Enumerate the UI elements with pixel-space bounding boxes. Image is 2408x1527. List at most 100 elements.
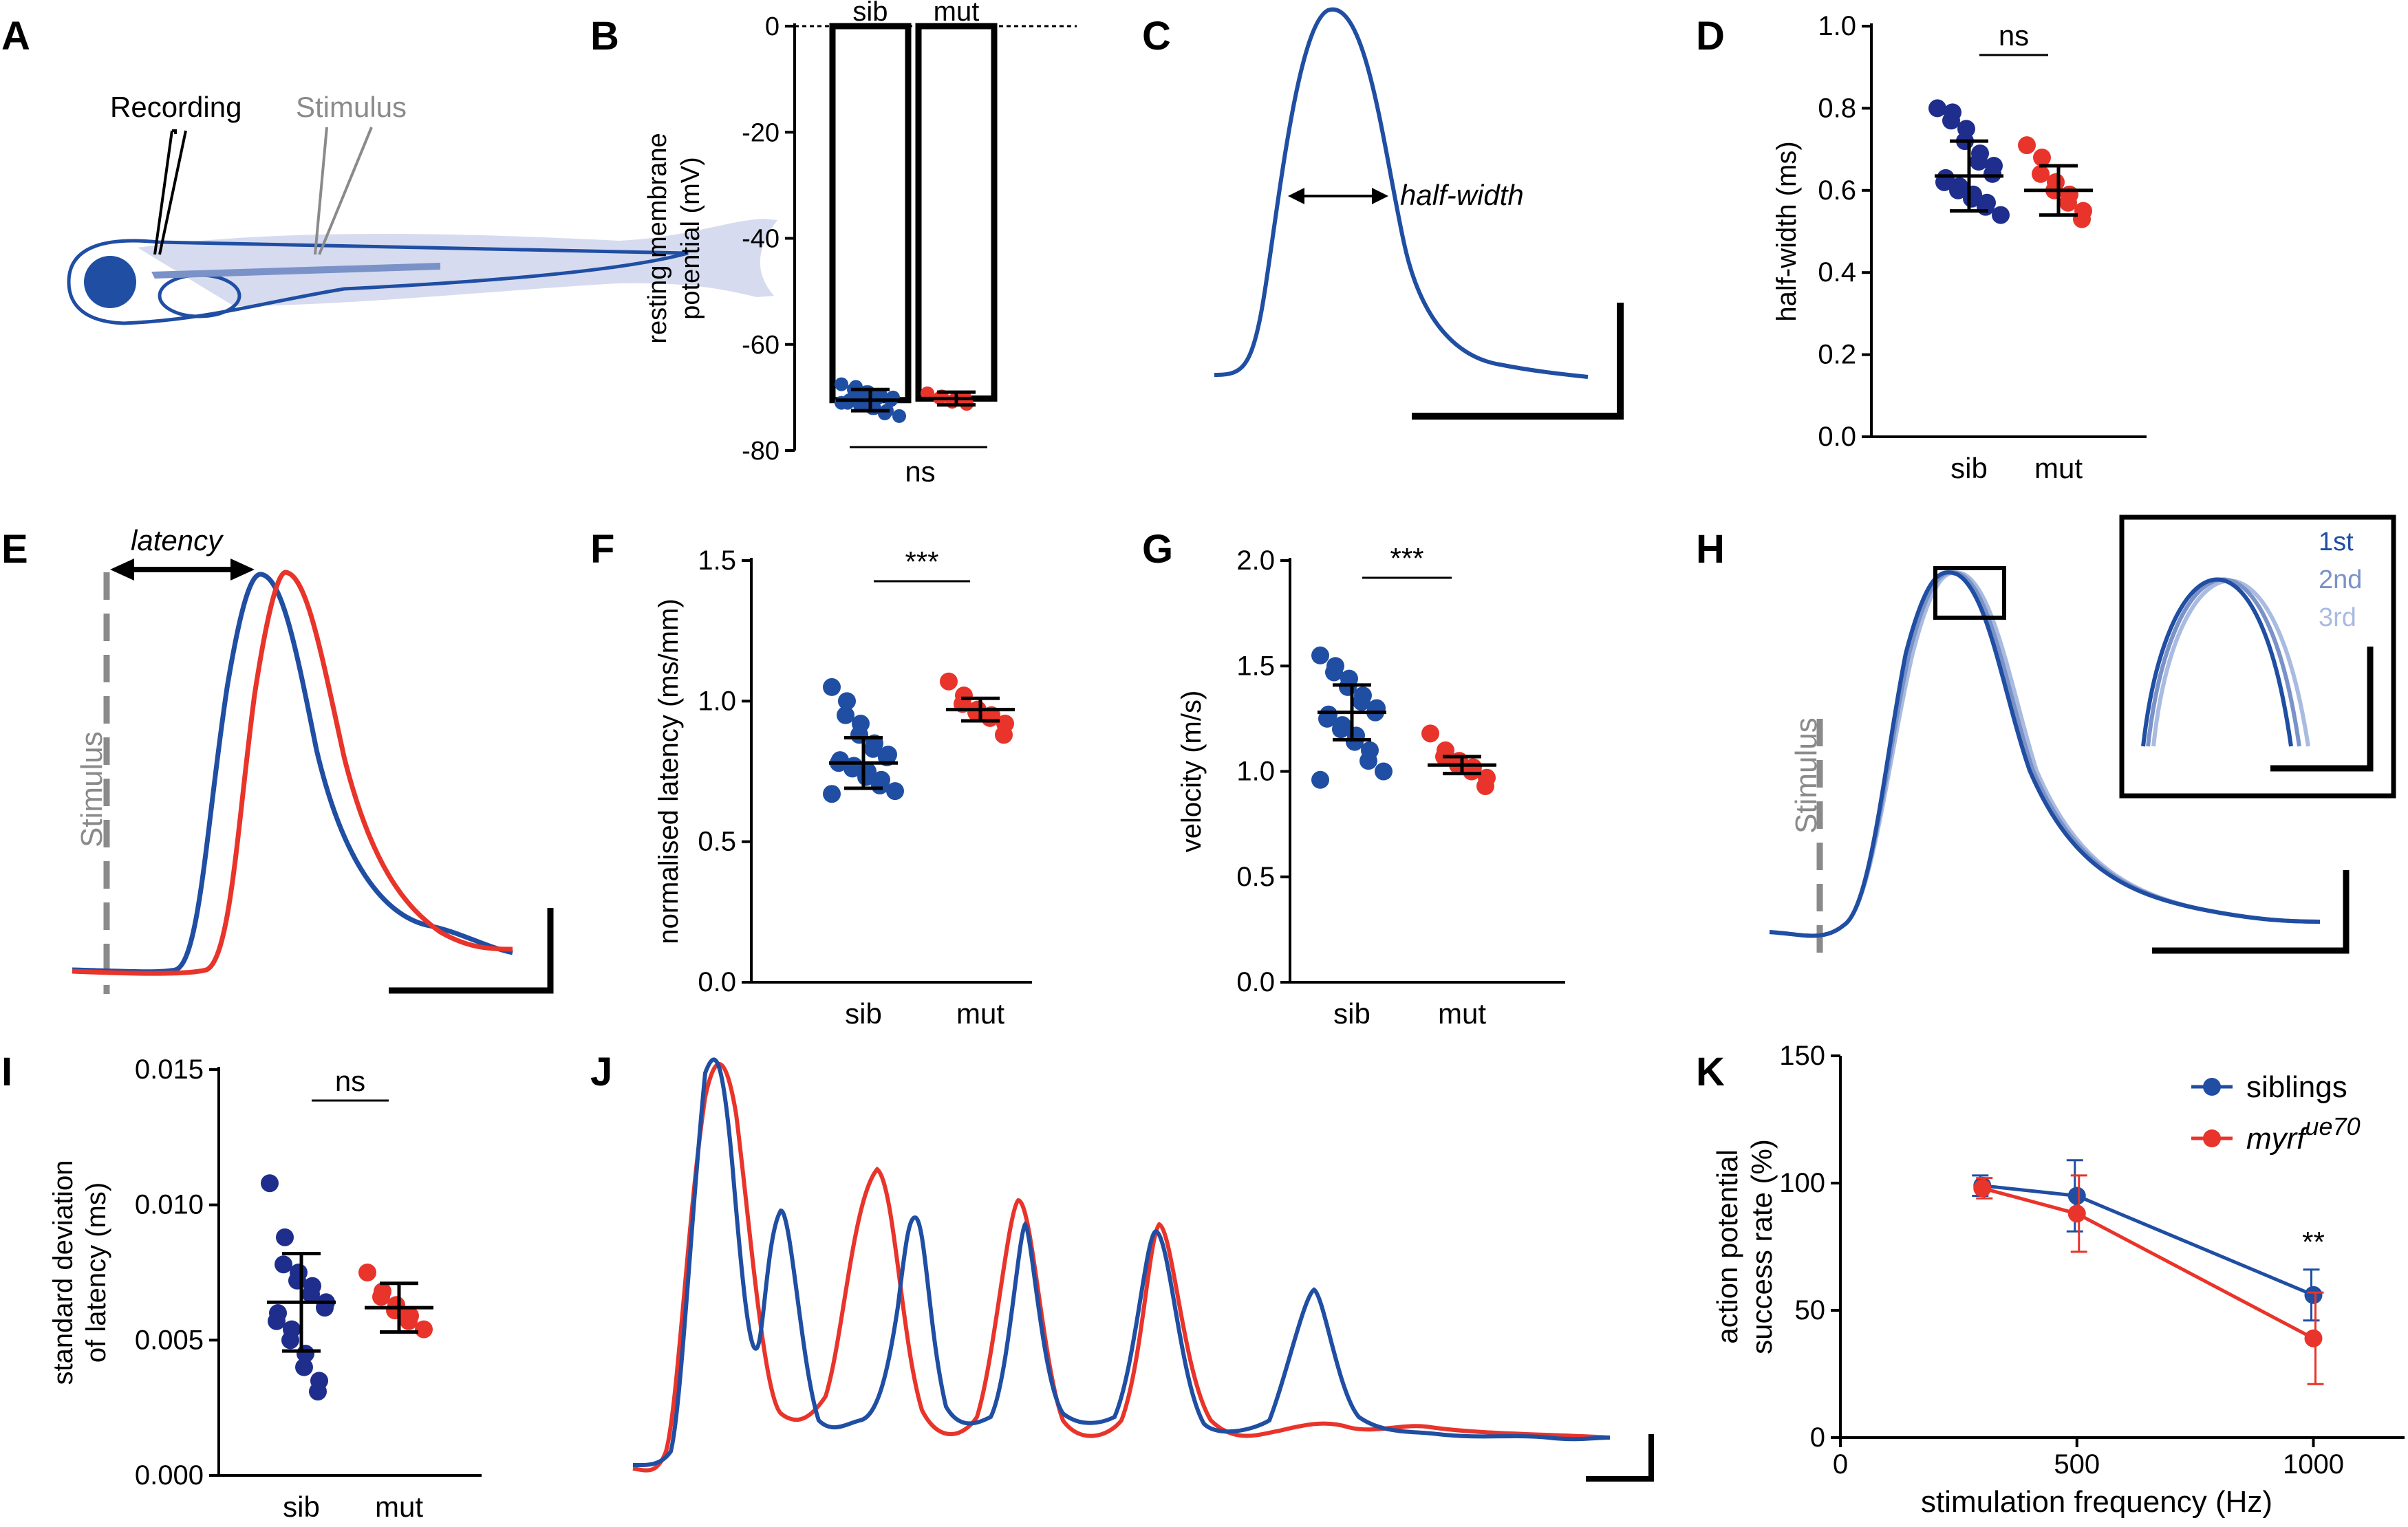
y-tick-label: 0.0 [698,967,736,997]
trace-mut-j [632,1062,1611,1473]
data-point [1353,693,1370,711]
y-tick-label: 150 [1779,1041,1825,1071]
recording-label: Recording [110,91,241,123]
data-point [823,785,841,803]
panel-h-traces: Stimulus 1st 2nd 3rd [1769,515,2396,955]
inset-label-3rd: 3rd [2319,603,2356,632]
y-tick-label: 1.5 [698,545,736,576]
legend-marker-myrf [2203,1129,2221,1147]
half-width-label: half-width [1400,179,1524,211]
chart-f-normalised-latency: 0.0 0.5 1.0 1.5 normalised latency (ms/mm) si… [654,545,1032,1030]
data-point [1339,678,1357,696]
y-tick-label: 0 [765,12,780,41]
y-tick-label: 0.5 [698,827,736,857]
data-point [2018,136,2036,155]
data-point [309,1383,327,1401]
latency-label: latency [131,524,224,556]
inset-1st [2141,577,2293,747]
data-point [1463,762,1481,781]
legend-label-myrf-sup: ue70 [2305,1112,2361,1140]
latency-arrow-left [110,559,134,581]
panel-letter-h: H [1696,527,1725,572]
y-tick-label: 0.015 [135,1054,204,1085]
fish-fin-shadow [138,219,777,306]
y-tick-label: 0.005 [135,1325,204,1355]
data-point [2033,149,2051,167]
y-tick-label: -80 [742,437,780,466]
data-point [2304,1329,2323,1347]
y-tick-label: 1.0 [1818,11,1856,41]
stimulus-electrode-2 [318,127,373,255]
y-axis-label: action potential [1711,1149,1743,1344]
trace-mut-e [72,570,513,976]
y-tick-label: 1.0 [698,686,736,716]
data-point [1332,720,1350,739]
legend-label-siblings: siblings [2246,1070,2347,1104]
y-tick-label: 0 [1810,1422,1825,1453]
data-point [1928,99,1946,118]
panel-letter-e: E [1,527,28,572]
chart-b-resting-potential: 0 -20 -40 -60 -80 resting membrane potential (… [643,0,1077,488]
y-axis-label: normalised latency (ms/mm) [654,598,684,944]
y-tick-label: -20 [742,118,780,147]
category-label: sib [283,1491,320,1523]
data-point [2067,1187,2086,1205]
category-label: sib [845,997,882,1030]
data-point [1325,663,1343,682]
category-label: sib [852,0,888,27]
data-point [1970,153,1988,171]
stimulus-electrode-1 [314,127,328,255]
bar-mut [915,23,998,402]
category-label: mut [956,997,1004,1030]
inset-label-2nd: 2nd [2319,565,2362,594]
y-tick-label: 0.8 [1818,93,1856,123]
series-line [1981,1186,2314,1340]
y-axis-label: of latency (ms) [81,1182,111,1363]
panel-a-schematic: Recording Stimulus [67,91,777,325]
significance-label: *** [905,545,938,578]
y-tick-label: -60 [742,331,780,360]
data-point [995,726,1013,744]
chart-d-half-width: 0.0 0.2 0.4 0.6 0.8 1.0 half-width (ms) sib mut n… [1772,11,2147,484]
data-point [1311,770,1329,789]
panel-letter-c: C [1142,14,1171,58]
data-point [1346,733,1364,751]
data-point [2059,193,2077,212]
data-point [878,407,892,421]
category-label: mut [375,1491,423,1523]
chart-k-success-rate: 0 50 100 150 0 500 1000 stimulation frequency (… [1711,1041,2405,1519]
y-axis-label: resting membrane [643,133,672,343]
data-point [415,1320,433,1339]
panel-letter-g: G [1142,527,1173,572]
y-tick-label: 0.010 [135,1190,204,1220]
bar-sib [829,23,912,404]
y-tick-label: 1.0 [1236,757,1275,787]
recording-electrode-2 [158,130,187,255]
panel-letter-k: K [1696,1050,1725,1094]
arrow-head-right [1372,188,1388,204]
scale-bar-e [389,908,554,994]
stimulus-label-a: Stimulus [296,91,407,123]
data-point [835,377,848,391]
data-point [940,672,958,691]
data-point [268,1312,286,1330]
ap-trace-c [1214,7,1589,379]
chart-i-latency-sd: 0.000 0.005 0.010 0.015 standard deviation of… [48,1054,482,1523]
y-tick-label: 2.0 [1236,545,1275,576]
panel-letters: A B C D E F G H I J K [1,14,1725,1094]
y-tick-label: 1.5 [1236,651,1275,681]
y-tick-label: 100 [1779,1168,1825,1198]
category-label: mut [934,0,980,27]
panel-letter-j: J [590,1050,612,1094]
y-axis-label: standard deviation [48,1160,78,1385]
arrow-head-left [1288,188,1304,204]
data-point [1977,197,1995,216]
y-tick-label: 50 [1795,1295,1826,1325]
panel-j-traces [632,1057,1654,1482]
chart-g-velocity: 0.0 0.5 1.0 1.5 2.0 velocity (m/s) sib mut *** [1176,542,1565,1030]
x-tick-label: 500 [2054,1449,2100,1480]
y-axis-label: velocity (m/s) [1176,691,1207,853]
data-point [2304,1286,2323,1304]
significance-label: *** [1390,542,1423,574]
y-tick-label: -40 [742,225,780,254]
